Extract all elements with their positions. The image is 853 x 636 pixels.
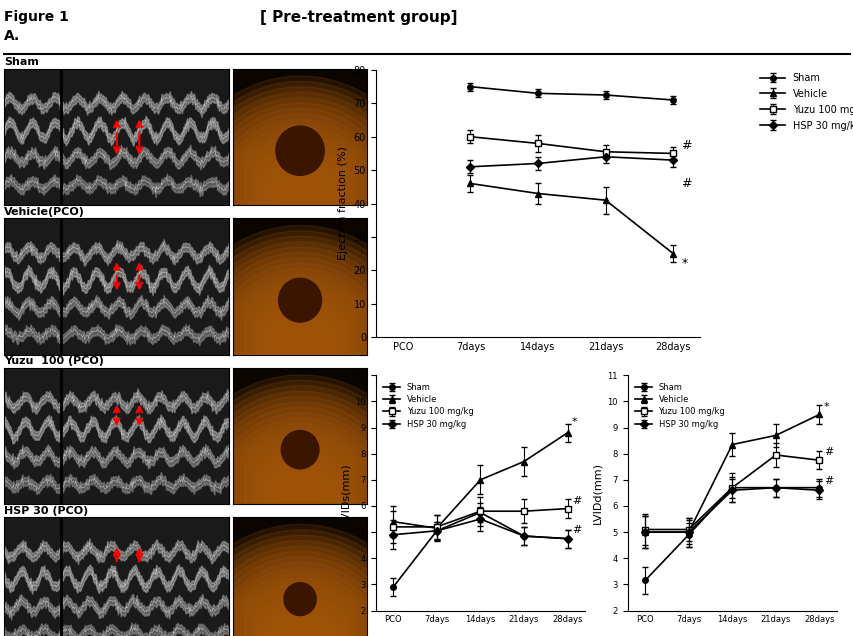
Text: #: # bbox=[681, 177, 691, 190]
Legend: Sham, Vehicle, Yuzu 100 mg/kg, HSP 30 mg/kg: Sham, Vehicle, Yuzu 100 mg/kg, HSP 30 mg… bbox=[380, 380, 476, 432]
Text: #: # bbox=[823, 476, 833, 486]
Y-axis label: LVIDd(mm): LVIDd(mm) bbox=[591, 462, 601, 524]
Text: #: # bbox=[572, 495, 581, 506]
Y-axis label: Ejection fraction (%): Ejection fraction (%) bbox=[338, 146, 348, 261]
Y-axis label: LVIDs(mm): LVIDs(mm) bbox=[339, 462, 350, 523]
Text: #: # bbox=[681, 139, 691, 151]
Circle shape bbox=[281, 431, 318, 469]
Legend: Sham, Vehicle, Yuzu 100 mg/kg, HSP 30 mg/kg: Sham, Vehicle, Yuzu 100 mg/kg, HSP 30 mg… bbox=[631, 380, 728, 432]
Text: *: * bbox=[572, 417, 577, 427]
Text: Sham: Sham bbox=[4, 57, 39, 67]
Text: #: # bbox=[572, 525, 581, 534]
Text: HSP 30 (PCO): HSP 30 (PCO) bbox=[4, 506, 89, 516]
Legend: Sham, Vehicle, Yuzu 100 mg/kg, HSP 30 mg/kg: Sham, Vehicle, Yuzu 100 mg/kg, HSP 30 mg… bbox=[756, 69, 853, 135]
Text: A.: A. bbox=[4, 29, 20, 43]
Text: *: * bbox=[823, 401, 828, 411]
Circle shape bbox=[284, 583, 316, 616]
Text: [ Pre-treatment group]: [ Pre-treatment group] bbox=[259, 10, 457, 25]
Circle shape bbox=[278, 279, 322, 322]
Text: Figure 1: Figure 1 bbox=[4, 10, 69, 24]
Text: Vehicle(PCO): Vehicle(PCO) bbox=[4, 207, 85, 217]
Text: #: # bbox=[823, 447, 833, 457]
Text: *: * bbox=[681, 257, 687, 270]
Circle shape bbox=[276, 126, 324, 176]
Text: Yuzu  100 (PCO): Yuzu 100 (PCO) bbox=[4, 356, 104, 366]
